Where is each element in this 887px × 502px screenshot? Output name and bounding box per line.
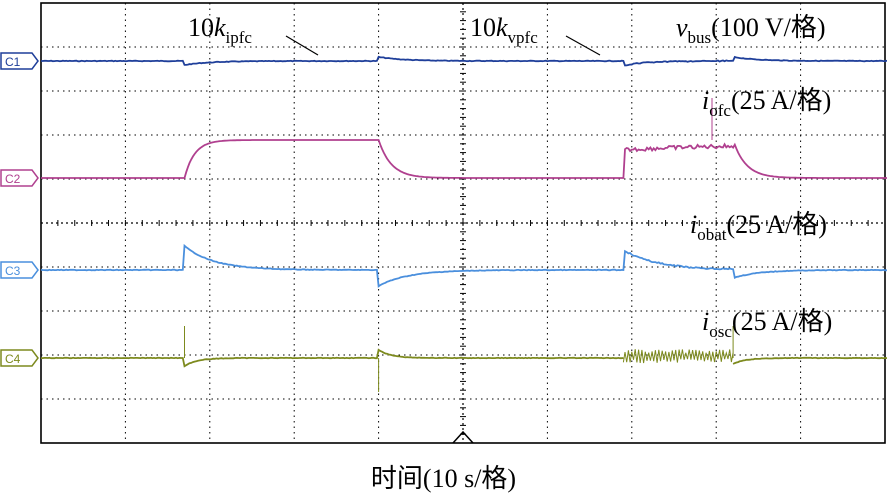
series-label-c2-var: i (702, 86, 709, 115)
series-label-c1-var: v (676, 13, 688, 42)
series-label-c4-sub: osc (709, 322, 732, 341)
annotation-10k-vpfc: 10kvpfc (470, 13, 601, 56)
annotation-vpfc-var: k (496, 13, 508, 42)
series-label-c2-unit: (25 A/格) (731, 86, 831, 115)
annotation-vpfc-sub: vpfc (508, 28, 539, 47)
series-label-c3-var: i (690, 210, 697, 239)
channel-marker-c1: C1 (0, 52, 39, 70)
channel-label-c4: C4 (5, 352, 21, 366)
channel-label-c3: C3 (5, 264, 21, 278)
annotation-vpfc-leader (565, 35, 601, 56)
series-label-c3: iobat(25 A/格) (690, 210, 827, 244)
svg-text:vbus(100 V/格): vbus(100 V/格) (676, 13, 826, 47)
grid (40, 2, 886, 444)
annotation-ipfc-leader (285, 35, 319, 56)
series-label-c4-var: i (702, 307, 709, 336)
svg-text:iosc(25 A/格): iosc(25 A/格) (702, 307, 832, 341)
annotation-ipfc-prefix: 10 (188, 13, 214, 42)
channel-marker-c4: C4 (0, 349, 39, 367)
x-axis-label: 时间(10 s/格) (370, 464, 517, 493)
trace-c4-oscillation (184, 326, 734, 392)
svg-text:iofc(25 A/格): iofc(25 A/格) (702, 86, 831, 120)
trace-c4-iosc (40, 348, 887, 368)
series-label-c2: iofc(25 A/格) (702, 86, 831, 120)
trace-c2-iofc (41, 139, 887, 179)
svg-text:iobat(25 A/格): iobat(25 A/格) (690, 210, 827, 244)
traces (40, 55, 887, 392)
channel-label-c2: C2 (5, 172, 21, 186)
channel-marker-c2: C2 (0, 169, 39, 187)
series-label-c3-unit: (25 A/格) (727, 210, 827, 239)
annotation-10k-ipfc: 10kipfc (188, 13, 319, 56)
series-label-c1-unit: (100 V/格) (711, 13, 825, 42)
series-label-c4: iosc(25 A/格) (702, 307, 832, 341)
trace-c2-oscillation (711, 98, 713, 140)
annotation-ipfc-sub: ipfc (226, 28, 253, 47)
svg-text:10kipfc: 10kipfc (188, 13, 252, 47)
trace-c1-vbus (41, 55, 887, 67)
series-label-c4-unit: (25 A/格) (732, 307, 832, 336)
series-label-c1-sub: bus (688, 28, 712, 47)
channel-label-c1: C1 (5, 55, 21, 69)
svg-text:10kvpfc: 10kvpfc (470, 13, 538, 47)
annotation-vpfc-prefix: 10 (470, 13, 496, 42)
series-label-c3-sub: obat (697, 225, 727, 244)
trigger-marker-icon (452, 430, 474, 444)
trace-c3-iobat (40, 243, 887, 288)
annotation-ipfc-var: k (214, 13, 226, 42)
series-label-c1: vbus(100 V/格) (676, 13, 826, 47)
channel-marker-c3: C3 (0, 261, 39, 279)
series-label-c2-sub: ofc (709, 101, 731, 120)
